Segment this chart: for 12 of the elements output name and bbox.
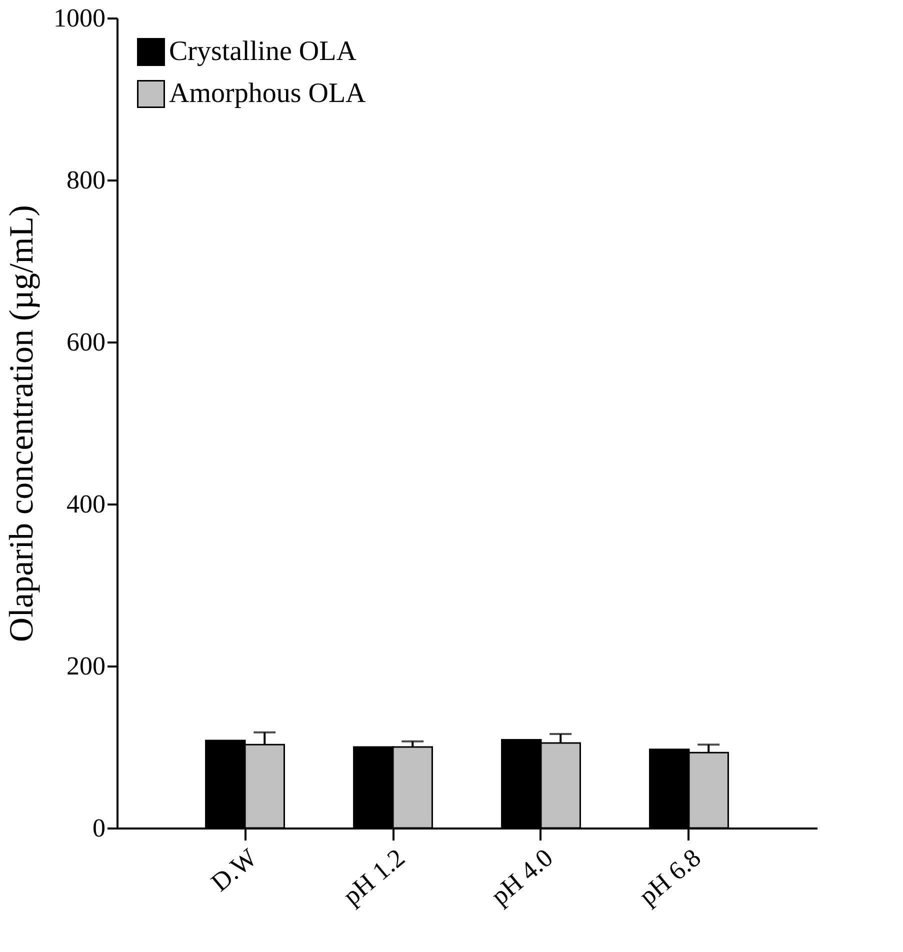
y-tick-label: 1000 <box>54 4 106 32</box>
y-tick-label: 400 <box>66 490 106 518</box>
legend-label: Crystalline OLA <box>169 36 358 67</box>
x-tick-label: pH 1.2 <box>337 842 410 911</box>
y-tick-label: 200 <box>66 652 106 680</box>
legend-label: Amorphous OLA <box>169 78 367 109</box>
y-tick-label: 600 <box>66 328 106 356</box>
x-tick-label: pH 6.8 <box>633 842 706 911</box>
y-tick-label: 800 <box>66 166 106 194</box>
y-tick-label: 0 <box>92 814 106 842</box>
y-axis-title: Olaparib concentration (µg/mL) <box>4 205 40 642</box>
x-tick-label: pH 4.0 <box>485 842 558 911</box>
